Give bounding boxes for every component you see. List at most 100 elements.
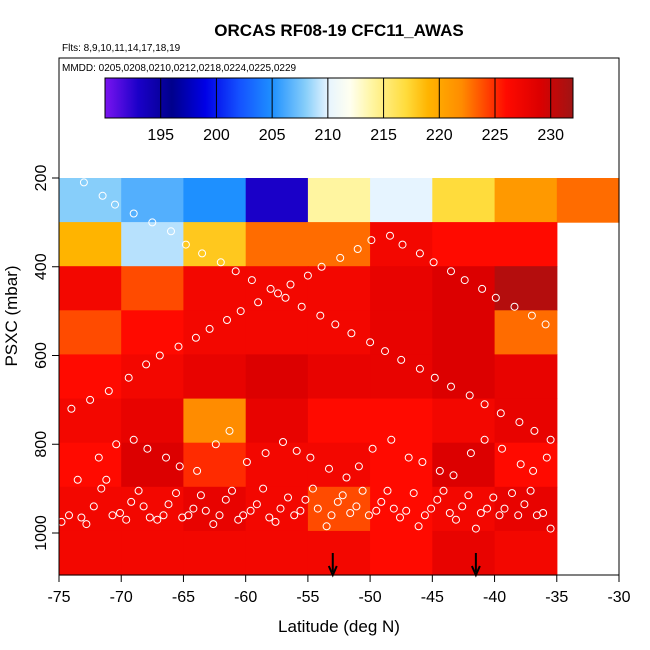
colorbar-tick-label: 225 (482, 127, 509, 144)
heatmap-cell (370, 310, 433, 355)
heatmap-cell (121, 178, 184, 223)
sample-point (520, 500, 529, 509)
sample-point (111, 200, 119, 209)
sample-point (104, 387, 113, 395)
sample-point (367, 236, 376, 245)
sample-point (98, 191, 107, 200)
colorbar-gradient (104, 77, 574, 119)
sample-point (322, 522, 331, 531)
heatmap-cell (245, 530, 309, 576)
sample-point (526, 486, 535, 495)
colorbar-tick-label: 200 (203, 127, 230, 144)
sample-point (327, 511, 336, 520)
x-axis: -75 -70 -65 -60 -55 -50 -45 -40 -35 -30 (47, 575, 631, 606)
x-axis-label: Latitude (deg N) (278, 617, 400, 636)
sample-point (279, 438, 287, 446)
heatmap-cell (370, 354, 433, 400)
heatmap-cell (183, 398, 247, 444)
heatmap-cell (307, 266, 371, 311)
sample-point (372, 506, 381, 515)
sample-point (402, 506, 411, 515)
sample-point (181, 240, 190, 249)
sample-point (347, 329, 356, 338)
heatmap-cell (245, 178, 309, 223)
sample-point (366, 338, 375, 347)
sample-point (383, 486, 392, 495)
heatmap-cell (121, 398, 184, 444)
sample-point (129, 435, 138, 444)
colorbar-tick-label: 210 (315, 127, 342, 144)
colorbar-tick-label: 220 (426, 127, 453, 144)
sample-point (303, 271, 312, 280)
colorbar-tick-label: 205 (259, 127, 286, 144)
sample-point (458, 502, 467, 511)
heatmap-cell (183, 310, 247, 355)
sample-point (129, 209, 138, 218)
heatmap-cell (432, 310, 496, 355)
sample-point (480, 435, 489, 444)
sample-point (500, 504, 509, 513)
colorbar-tick-label: 215 (370, 127, 397, 144)
sample-point (460, 276, 469, 285)
sample-point (418, 458, 427, 466)
sample-point (515, 418, 524, 427)
sample-point (122, 515, 131, 524)
sample-point (124, 373, 133, 382)
sample-point (284, 493, 292, 502)
sample-point (389, 504, 398, 513)
sample-point (252, 500, 261, 509)
sample-point (73, 475, 82, 484)
sample-point (404, 453, 413, 462)
heatmap-cell (307, 222, 371, 267)
sample-point (364, 511, 373, 520)
heatmap-cell (59, 486, 122, 532)
sample-point (325, 464, 333, 473)
heatmap-cell (494, 310, 558, 355)
heatmap-cell (59, 178, 122, 223)
sample-point (397, 355, 406, 364)
sample-point (541, 320, 550, 329)
sample-point (514, 511, 523, 520)
sample-point (409, 489, 418, 498)
sample-point (281, 293, 290, 302)
chart-title: ORCAS RF08-19 CFC11_AWAS (214, 21, 463, 40)
heatmap-cell (494, 266, 558, 311)
sample-point (266, 284, 275, 293)
heatmap-cell (494, 442, 558, 488)
sample-point (542, 453, 551, 462)
sample-point (215, 511, 224, 520)
sample-point (231, 267, 240, 276)
sample-point (247, 276, 256, 285)
sample-point (94, 453, 103, 462)
sample-point (234, 515, 243, 524)
heatmap-cell (59, 310, 122, 355)
sample-point (216, 258, 225, 267)
sample-point (82, 520, 91, 529)
heatmap-cell (370, 266, 433, 311)
heatmap-cell (494, 222, 558, 267)
heatmap-cell (370, 486, 433, 532)
y-tick-label: 400 (33, 253, 50, 280)
sample-point (354, 462, 363, 471)
heatmap-cell (245, 442, 309, 488)
heatmap-cell (245, 266, 309, 311)
heatmap-cell (307, 398, 371, 444)
sample-point (381, 347, 389, 356)
sample-point (529, 466, 538, 475)
sample-point (265, 513, 274, 522)
sample-point (116, 509, 124, 517)
sample-point (290, 511, 299, 520)
colorbar: 195 200 205 210 215 220 225 230 (104, 77, 574, 144)
heatmap-cell (432, 222, 496, 267)
sample-point (189, 504, 198, 513)
heatmap-cell (307, 442, 371, 488)
heatmap-cell (183, 266, 247, 311)
x-tick-label: -40 (483, 589, 506, 606)
dates-subtitle: MMDD: 0205,0208,0210,0212,0218,0224,0225… (62, 63, 297, 74)
heatmap-cell (307, 178, 371, 223)
heatmap-cell (307, 310, 371, 355)
sample-point (336, 253, 345, 262)
sample-point (476, 509, 485, 517)
sample-point (184, 511, 193, 520)
sample-point (242, 458, 251, 466)
